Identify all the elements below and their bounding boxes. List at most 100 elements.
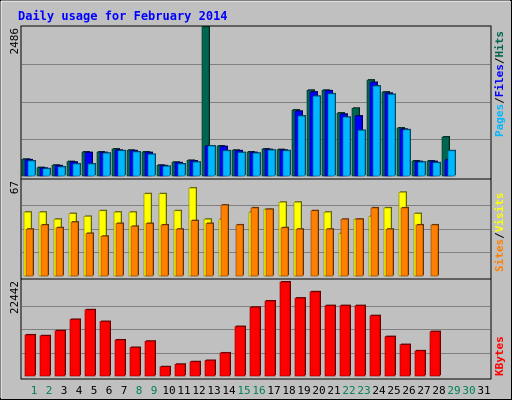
legend-slash-3: /	[493, 232, 506, 239]
bar-sites-day-28	[430, 224, 439, 277]
bar-kbytes-day-23	[354, 305, 366, 377]
bar-pages-day-12	[192, 161, 201, 177]
x-axis-labels: 1 2 3 4 5 6 7 8 9 10 11 12 13 14 15 16 17 18 19 20 21 22 23 24 2…	[31, 384, 491, 397]
bar-kbytes-day-11	[174, 363, 186, 377]
bar-sites-day-14	[220, 204, 229, 277]
bar-sites-day-21	[325, 228, 334, 277]
bar-sites-day-25	[385, 228, 394, 277]
x-label-day-23: 23	[357, 384, 370, 397]
legend-hits: Hits	[493, 31, 506, 58]
bar-pages-day-16	[252, 152, 261, 177]
bar-kbytes-day-2	[39, 335, 51, 377]
x-label-day-11: 11	[177, 384, 190, 397]
x-label-day-20: 20	[312, 384, 325, 397]
bar-kbytes-day-8	[129, 347, 141, 377]
ymax-label-kbytes: 22442	[8, 281, 21, 314]
x-label-day-15: 15	[237, 384, 250, 397]
bar-sites-day-8	[130, 226, 139, 277]
bar-kbytes-day-1	[24, 334, 36, 377]
bar-pages-day-18	[282, 150, 291, 177]
bar-pages-day-24	[372, 85, 381, 177]
bar-kbytes-day-17	[264, 300, 276, 377]
legend-sites: Sites	[493, 239, 506, 272]
legend-slash-2: /	[493, 57, 506, 64]
bar-kbytes-day-12	[189, 361, 201, 377]
x-label-day-25: 25	[387, 384, 400, 397]
bar-sites-day-2	[40, 224, 49, 277]
chart-title: Daily usage for February 2014	[18, 9, 228, 23]
bar-kbytes-day-28	[429, 331, 441, 377]
bar-kbytes-day-16	[249, 307, 261, 377]
legend-slash-1: /	[493, 97, 506, 104]
x-label-day-31: 31	[477, 384, 490, 397]
bar-kbytes-day-20	[309, 291, 321, 377]
legend-visits: Visits	[493, 193, 506, 233]
x-label-day-28: 28	[432, 384, 445, 397]
x-label-day-19: 19	[297, 384, 310, 397]
bar-pages-day-3	[57, 166, 66, 177]
bar-pages-day-29	[447, 150, 456, 177]
bar-pages-day-28	[432, 162, 441, 177]
bar-kbytes-day-18	[279, 281, 291, 377]
bar-kbytes-day-13	[204, 360, 216, 377]
legend-kbytes: KBytes	[493, 336, 506, 376]
x-label-day-5: 5	[91, 384, 98, 397]
bar-pages-day-14	[222, 150, 231, 177]
bar-pages-day-13	[207, 145, 216, 177]
bar-sites-day-20	[310, 210, 319, 277]
x-label-day-30: 30	[462, 384, 475, 397]
x-label-day-8: 8	[136, 384, 143, 397]
x-label-day-29: 29	[447, 384, 460, 397]
bar-pages-day-19	[297, 115, 306, 177]
bar-sites-day-15	[235, 224, 244, 277]
bar-kbytes-day-26	[399, 344, 411, 377]
x-label-day-13: 13	[207, 384, 220, 397]
bar-sites-day-11	[175, 228, 184, 277]
bar-sites-day-10	[160, 224, 169, 277]
ymax-label-hits: 2486	[8, 28, 21, 55]
bar-sites-day-3	[55, 227, 64, 277]
x-label-day-27: 27	[417, 384, 430, 397]
bar-sites-day-7	[115, 223, 124, 277]
bar-sites-day-5	[85, 233, 94, 277]
bar-pages-day-26	[402, 129, 411, 177]
bar-sites-day-6	[100, 235, 109, 277]
x-label-day-16: 16	[252, 384, 265, 397]
bar-pages-day-2	[42, 168, 51, 177]
bar-kbytes-day-4	[69, 319, 81, 377]
bar-kbytes-day-25	[384, 336, 396, 377]
bar-pages-day-23	[357, 130, 366, 177]
bar-pages-day-7	[117, 150, 126, 177]
x-label-day-1: 1	[31, 384, 38, 397]
x-label-day-26: 26	[402, 384, 415, 397]
bar-kbytes-day-14	[219, 352, 231, 377]
bar-kbytes-day-9	[144, 340, 156, 377]
bar-sites-day-27	[415, 224, 424, 277]
bar-sites-day-1	[25, 228, 34, 277]
x-label-day-7: 7	[121, 384, 128, 397]
bar-pages-day-17	[267, 149, 276, 177]
bar-sites-day-26	[400, 207, 409, 277]
bar-sites-day-17	[265, 209, 274, 277]
bar-pages-day-27	[417, 161, 426, 177]
bar-sites-day-22	[340, 218, 349, 277]
bar-kbytes-day-24	[369, 315, 381, 377]
x-label-day-6: 6	[106, 384, 113, 397]
x-label-day-12: 12	[192, 384, 205, 397]
bar-pages-day-11	[177, 163, 186, 177]
x-label-day-2: 2	[46, 384, 53, 397]
bar-kbytes-day-10	[159, 366, 171, 377]
legend-hits-files-pages: Pages/Files/Hits	[493, 31, 506, 137]
bar-pages-day-6	[102, 152, 111, 177]
x-label-day-22: 22	[342, 384, 355, 397]
x-label-day-24: 24	[372, 384, 386, 397]
x-label-day-14: 14	[222, 384, 236, 397]
x-label-day-21: 21	[327, 384, 340, 397]
bar-pages-day-9	[147, 154, 156, 177]
x-label-day-9: 9	[151, 384, 158, 397]
x-label-day-4: 4	[76, 384, 83, 397]
bar-sites-day-24	[370, 207, 379, 277]
bar-sites-day-16	[250, 207, 259, 277]
bar-sites-day-12	[190, 220, 199, 277]
